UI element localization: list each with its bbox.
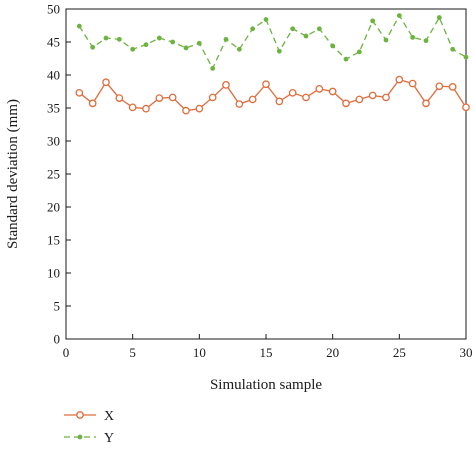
data-point (143, 42, 149, 48)
data-point (368, 91, 377, 100)
y-tick-label: 5 (54, 299, 61, 314)
legend-label: Y (104, 431, 114, 446)
data-point (436, 15, 442, 20)
y-tick-label: 50 (47, 2, 60, 17)
data-point (302, 93, 310, 102)
plot-border (65, 8, 467, 340)
data-point (90, 44, 96, 50)
data-point (142, 104, 150, 113)
x-axis: 0 5 10 15 20 25 30 (63, 334, 473, 360)
data-point (102, 78, 110, 87)
data-point (290, 26, 296, 32)
data-point (88, 99, 97, 108)
data-point (462, 103, 470, 112)
x-tick-label: 5 (129, 345, 136, 360)
data-point (222, 81, 230, 89)
data-point (396, 13, 402, 18)
series-x (75, 75, 470, 115)
data-point (263, 17, 269, 22)
y-tick-label: 25 (47, 167, 60, 182)
data-point (343, 56, 349, 62)
data-point (170, 39, 176, 45)
plot-area (65, 8, 467, 340)
y-tick-label: 15 (47, 233, 60, 248)
y-tick-label: 20 (47, 200, 60, 215)
x-axis-title: Simulation sample (210, 377, 322, 393)
data-point (316, 26, 322, 32)
y-tick-label: 35 (47, 101, 60, 116)
y-axis: 0 5 10 15 20 25 30 35 40 45 50 (47, 2, 71, 347)
data-point (236, 46, 242, 52)
data-point (155, 94, 164, 102)
data-point (370, 18, 376, 24)
data-point (342, 99, 350, 108)
series-y (76, 13, 469, 71)
y-tick-label: 40 (47, 68, 60, 83)
series-line (78, 78, 467, 112)
data-point (130, 46, 136, 52)
data-point (275, 97, 284, 106)
data-point (435, 82, 444, 91)
y-axis-title: Standard deviation (mm) (5, 99, 21, 249)
legend-marker (76, 411, 84, 419)
x-tick-label: 25 (393, 345, 406, 360)
data-point (330, 43, 336, 49)
data-point (395, 75, 404, 84)
data-point (383, 37, 389, 43)
data-point (463, 54, 469, 60)
data-point (196, 40, 202, 46)
data-point (182, 106, 190, 115)
data-point (288, 88, 297, 97)
data-point (315, 85, 324, 93)
data-point (250, 26, 256, 32)
data-point (408, 79, 417, 88)
data-point (248, 95, 257, 104)
legend-marker (77, 434, 83, 440)
x-tick-label: 30 (460, 345, 473, 360)
y-tick-label: 10 (47, 266, 60, 281)
data-point (262, 80, 270, 89)
x-tick-label: 10 (193, 345, 206, 360)
data-point (303, 33, 309, 39)
data-point (183, 45, 189, 51)
data-point (356, 49, 362, 55)
x-tick-label: 15 (260, 345, 273, 360)
y-tick-label: 0 (54, 332, 61, 347)
data-point (208, 93, 217, 102)
data-point (355, 95, 364, 104)
data-point (410, 34, 416, 40)
legend-item-x: X (64, 409, 114, 424)
legend-item-y: Y (64, 431, 114, 446)
data-point (210, 66, 216, 71)
data-point (450, 46, 456, 52)
data-point (328, 87, 337, 96)
legend: XY (64, 409, 114, 446)
data-point (76, 23, 82, 29)
data-point (115, 94, 124, 102)
data-point (422, 99, 430, 108)
data-point (423, 38, 429, 44)
data-point (168, 93, 177, 102)
data-point (382, 93, 390, 102)
data-point (103, 35, 109, 41)
x-tick-label: 20 (326, 345, 339, 360)
data-point (128, 103, 137, 112)
data-point (235, 100, 244, 108)
data-point (75, 88, 84, 97)
y-tick-label: 30 (47, 134, 60, 149)
y-tick-label: 45 (47, 35, 60, 50)
data-point (195, 104, 204, 113)
x-tick-label: 0 (63, 345, 70, 360)
data-point (276, 48, 282, 54)
series-layer (75, 13, 470, 115)
data-point (156, 35, 162, 41)
data-point (223, 36, 229, 42)
legend-label: X (104, 409, 114, 424)
series-line (78, 14, 467, 70)
data-point (448, 83, 457, 91)
data-point (116, 36, 122, 42)
